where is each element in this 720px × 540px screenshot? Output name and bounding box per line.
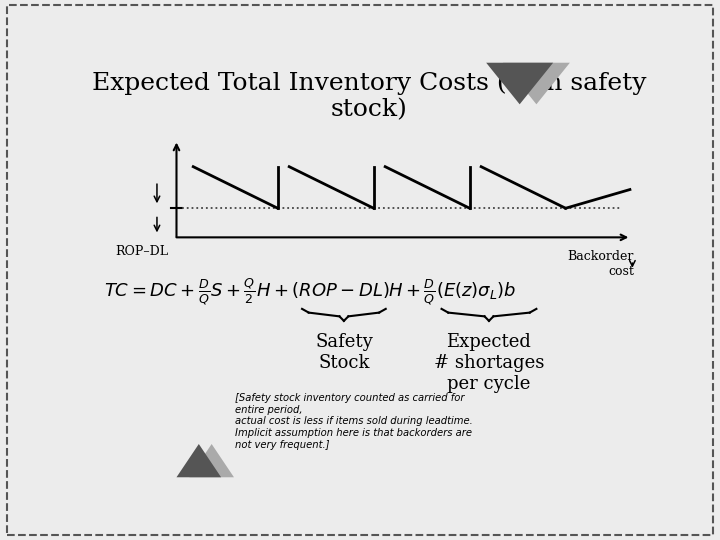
Text: Backorder
cost: Backorder cost <box>567 250 634 278</box>
Polygon shape <box>486 63 553 104</box>
Polygon shape <box>176 444 221 477</box>
Text: [Safety stock inventory counted as carried for
entire period,
actual cost is les: [Safety stock inventory counted as carri… <box>235 393 473 450</box>
Text: ROP–DL: ROP–DL <box>115 245 168 259</box>
Polygon shape <box>503 63 570 104</box>
Text: Expected Total Inventory Costs (with safety
stock): Expected Total Inventory Costs (with saf… <box>91 71 647 121</box>
Polygon shape <box>189 444 234 477</box>
Text: Expected
# shortages
per cycle: Expected # shortages per cycle <box>433 333 544 393</box>
Text: $TC = DC + \frac{D}{Q}S + \frac{Q}{2}H + (ROP - DL)H + \frac{D}{Q}\left(E(z)\sig: $TC = DC + \frac{D}{Q}S + \frac{Q}{2}H +… <box>104 276 516 307</box>
Text: Safety
Stock: Safety Stock <box>315 333 373 372</box>
